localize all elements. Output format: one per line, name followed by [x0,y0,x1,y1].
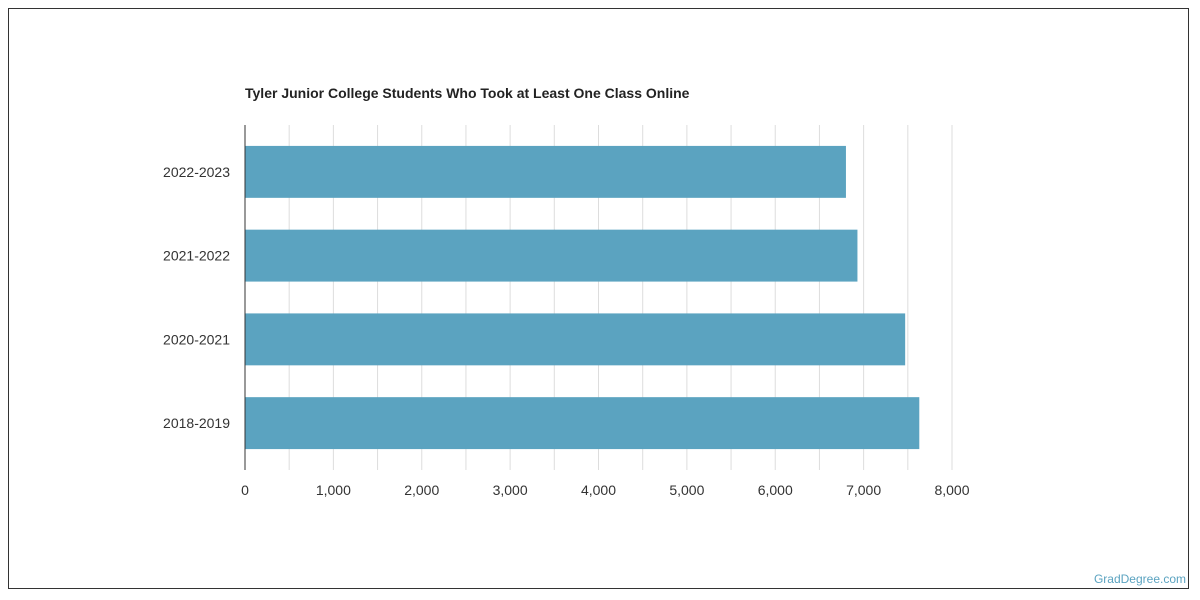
bar-2021-2022 [245,229,858,282]
chart-title: Tyler Junior College Students Who Took a… [245,85,690,101]
category-label: 2020-2021 [163,331,230,347]
bar-2022-2023 [245,145,846,198]
x-tick-label: 5,000 [669,482,704,498]
x-tick-label: 2,000 [404,482,439,498]
x-tick-label: 7,000 [846,482,881,498]
bar-2018-2019 [245,397,920,450]
x-tick-label: 4,000 [581,482,616,498]
category-label: 2021-2022 [163,248,230,264]
x-tick-label: 6,000 [758,482,793,498]
category-label: 2022-2023 [163,164,230,180]
watermark-link[interactable]: GradDegree.com [1093,572,1186,586]
x-tick-label: 8,000 [934,482,969,498]
x-tick-label: 3,000 [493,482,528,498]
x-tick-label: 1,000 [316,482,351,498]
bar-2020-2021 [245,313,906,366]
category-label: 2018-2019 [163,415,230,431]
x-tick-label: 0 [241,482,249,498]
